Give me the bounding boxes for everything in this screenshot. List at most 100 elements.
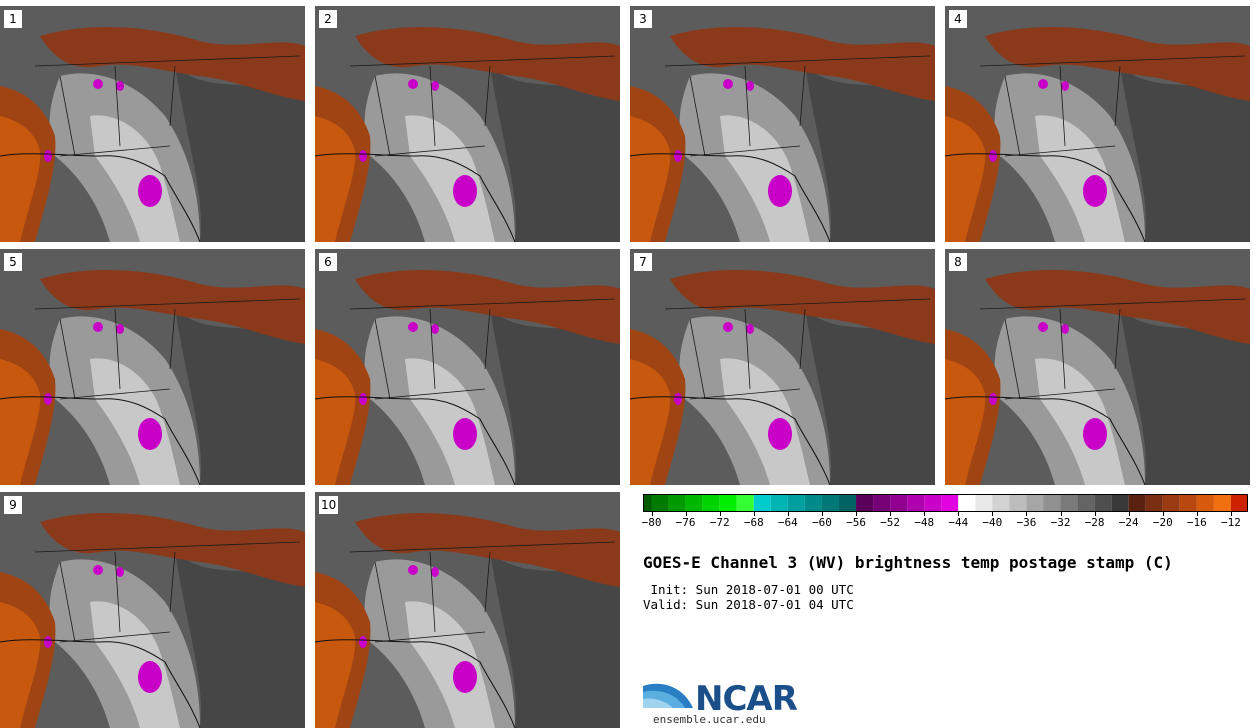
colorbar-tick-label: −24: [1118, 516, 1139, 529]
colorbar-swatch: [907, 494, 925, 512]
wv-map: [0, 6, 305, 242]
panel-label: 6: [319, 253, 337, 271]
colorbar-swatch: [975, 494, 993, 512]
panel-label: 2: [319, 10, 337, 28]
colorbar-tick: [753, 512, 755, 516]
panel-label: 5: [4, 253, 22, 271]
colorbar-swatch: [685, 494, 703, 512]
member-panel-9: 9: [0, 492, 305, 728]
colorbar-tick-label: −80: [641, 516, 662, 529]
panel-label: 8: [949, 253, 967, 271]
wv-map: [315, 6, 620, 242]
colorbar-swatch: [651, 494, 669, 512]
colorbar-tick-label: −12: [1221, 516, 1241, 529]
colorbar-tick: [992, 512, 994, 516]
panel-label: 3: [634, 10, 652, 28]
colorbar-tick: [1128, 512, 1130, 516]
colorbar-swatch: [804, 494, 822, 512]
colorbar-swatch: [1213, 494, 1231, 512]
colorbar-tick-label: −36: [1016, 516, 1037, 529]
colorbar-swatch: [1179, 494, 1197, 512]
colorbar-swatch: [856, 494, 874, 512]
colorbar-swatch: [838, 494, 857, 512]
colorbar-tick-label: −56: [846, 516, 866, 529]
wv-map: [315, 492, 620, 728]
colorbar-tick-label: −48: [914, 516, 935, 529]
colorbar-swatch: [1094, 494, 1112, 512]
colorbar-swatch: [702, 494, 720, 512]
colorbar-swatch: [736, 494, 754, 512]
colorbar-tick: [1196, 512, 1198, 516]
colorbar-tick-label: −40: [982, 516, 1003, 529]
colorbar-tick: [924, 512, 926, 516]
wv-map: [315, 249, 620, 485]
colorbar-swatch: [1111, 494, 1129, 512]
colorbar-tick-label: −72: [709, 516, 730, 529]
wv-map: [630, 6, 935, 242]
colorbar-swatch: [873, 494, 891, 512]
colorbar-tick-label: −28: [1084, 516, 1105, 529]
valid-time: Valid: Sun 2018-07-01 04 UTC: [643, 597, 854, 612]
colorbar-swatch: [1026, 494, 1044, 512]
colorbar-tick: [719, 512, 721, 516]
colorbar-swatch: [821, 494, 839, 512]
colorbar-tick: [958, 512, 960, 516]
figure-title: GOES-E Channel 3 (WV) brightness temp po…: [643, 553, 1173, 572]
colorbar: [643, 494, 1248, 512]
colorbar-tick: [1230, 512, 1232, 516]
member-panel-10: 10: [315, 492, 620, 728]
colorbar-swatch: [890, 494, 908, 512]
colorbar-tick-label: −64: [777, 516, 798, 529]
wv-map: [0, 249, 305, 485]
colorbar-tick-label: −20: [1152, 516, 1173, 529]
wv-map: [0, 492, 305, 728]
colorbar-tick-label: −76: [675, 516, 696, 529]
colorbar-tick: [1162, 512, 1164, 516]
colorbar-tick-label: −44: [948, 516, 969, 529]
colorbar-swatch: [1230, 494, 1248, 512]
colorbar-tick-label: −16: [1186, 516, 1207, 529]
panel-label: 1: [4, 10, 22, 28]
member-panel-1: 1: [0, 6, 305, 242]
colorbar-swatch: [1162, 494, 1180, 512]
colorbar-swatch: [643, 494, 652, 512]
colorbar-tick: [890, 512, 892, 516]
member-panel-4: 4: [945, 6, 1250, 242]
colorbar-swatch: [753, 494, 771, 512]
panel-label: 7: [634, 253, 652, 271]
colorbar-swatch: [1009, 494, 1027, 512]
panel-label: 4: [949, 10, 967, 28]
colorbar-swatch: [719, 494, 737, 512]
colorbar-tick: [787, 512, 789, 516]
colorbar-tick: [651, 512, 653, 516]
panel-label: 10: [319, 496, 339, 514]
logo-wordmark: NCAR: [695, 679, 798, 719]
colorbar-swatch: [924, 494, 942, 512]
member-panel-7: 7: [630, 249, 935, 485]
colorbar-swatch: [1196, 494, 1214, 512]
colorbar-tick-label: −60: [812, 516, 832, 529]
colorbar-tick-label: −32: [1050, 516, 1071, 529]
ncar-logo-icon: [643, 683, 693, 708]
colorbar-ticks: −80 −76 −72 −68 −64 −60 −56 −52 −48 −44 −40 −36 −32−…: [641, 512, 1248, 532]
colorbar-swatch: [770, 494, 788, 512]
init-time: Init: Sun 2018-07-01 00 UTC: [643, 582, 854, 597]
member-panel-2: 2: [315, 6, 620, 242]
colorbar-tick: [1094, 512, 1096, 516]
wv-map: [945, 6, 1250, 242]
colorbar-swatch: [1043, 494, 1061, 512]
colorbar-tick: [685, 512, 687, 516]
member-panel-5: 5: [0, 249, 305, 485]
colorbar-swatch: [1060, 494, 1078, 512]
colorbar-swatch: [668, 494, 686, 512]
member-panel-6: 6: [315, 249, 620, 485]
colorbar-tick-label: −68: [743, 516, 764, 529]
colorbar-tick: [1026, 512, 1028, 516]
colorbar-tick: [856, 512, 858, 516]
logo-url: ensemble.ucar.edu: [653, 713, 766, 726]
colorbar-swatch: [941, 494, 959, 512]
member-panel-8: 8: [945, 249, 1250, 485]
member-panel-3: 3: [630, 6, 935, 242]
colorbar-tick: [1060, 512, 1062, 516]
colorbar-swatch: [787, 494, 805, 512]
